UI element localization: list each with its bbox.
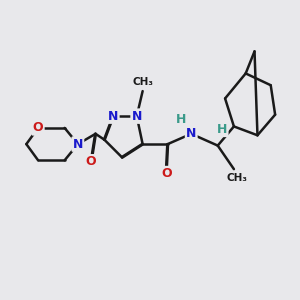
Text: H: H: [176, 112, 186, 126]
Text: O: O: [86, 155, 96, 168]
Text: O: O: [33, 122, 44, 134]
Text: N: N: [73, 138, 83, 151]
Text: CH₃: CH₃: [132, 77, 153, 87]
Text: N: N: [132, 110, 142, 123]
Text: N: N: [186, 127, 196, 140]
Text: CH₃: CH₃: [226, 173, 248, 183]
Text: O: O: [161, 167, 172, 180]
Text: N: N: [108, 110, 119, 123]
Text: H: H: [217, 123, 227, 136]
